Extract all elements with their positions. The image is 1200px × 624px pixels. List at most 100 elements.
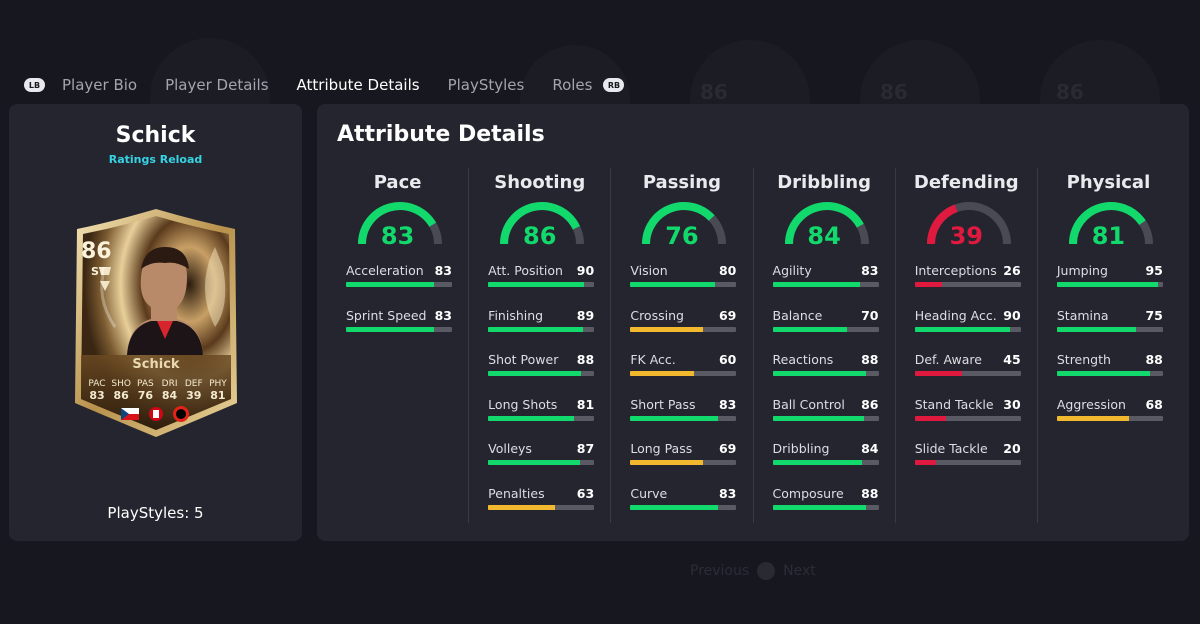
category-rating: 76 xyxy=(665,222,699,250)
stat-list: Interceptions 26 Heading Acc. 90 Def. Aware 4… xyxy=(914,263,1021,486)
stat-bar-fill xyxy=(914,282,943,287)
stat-bar xyxy=(914,415,1021,421)
stat-bar xyxy=(772,371,879,376)
rb-bumper-icon[interactable]: RB xyxy=(603,78,625,92)
stat-list: Acceleration 83 Sprint Speed 83 xyxy=(346,263,452,352)
category-rating: 86 xyxy=(523,222,557,250)
stat-bar-fill xyxy=(630,415,719,421)
stat-bar xyxy=(488,504,595,510)
category-title: Dribbling xyxy=(777,172,871,193)
stat-bar xyxy=(630,371,737,376)
stat-name: Heading Acc. xyxy=(914,307,997,323)
card-stat-value: 84 xyxy=(161,389,178,402)
stat-name: Att. Position xyxy=(488,263,563,278)
stat-list: Agility 83 Balance 70 Reactions 88 Ball Contro… xyxy=(772,263,879,530)
stat-name: Finishing xyxy=(488,307,544,323)
stat-value: 80 xyxy=(718,263,737,278)
stat-value: 60 xyxy=(718,352,737,367)
stat-bar-fill xyxy=(488,326,583,332)
stat-bar xyxy=(630,504,737,510)
card-stat-value: 39 xyxy=(186,389,202,402)
stat-name: Jumping xyxy=(1056,263,1108,278)
stat-value: 88 xyxy=(1145,352,1163,367)
stat-row-vision: Vision 80 xyxy=(630,263,737,308)
background-rating: 86 xyxy=(1056,80,1084,104)
card-stat-label: DRI xyxy=(161,379,178,389)
card-position: ST xyxy=(91,265,107,278)
stat-name: Long Shots xyxy=(488,396,558,412)
category-rating: 81 xyxy=(1091,222,1126,250)
stat-value: 81 xyxy=(576,396,595,412)
stat-bar xyxy=(772,282,879,287)
stat-bar xyxy=(630,460,737,465)
category-title: Defending xyxy=(913,172,1019,193)
card-stat-label: PAS xyxy=(137,379,154,389)
stat-value: 84 xyxy=(861,441,879,456)
stat-bar-fill xyxy=(772,460,862,465)
stat-list: Vision 80 Crossing 69 FK Acc. 60 Short Pass 83 L… xyxy=(630,263,737,530)
card-stats: PAC 83 SHO 86 PAS 76 DRI 84 DEF 39 PHY 81 xyxy=(85,379,230,402)
stat-row-stamina: Stamina 75 xyxy=(1056,308,1163,353)
category-defending: Defending 39 Interceptions 26 Heading Acc. 90… xyxy=(894,168,1037,523)
stat-bar xyxy=(346,326,452,332)
stat-bar xyxy=(346,282,452,287)
gauge-defending xyxy=(926,202,1011,245)
promo-label: Ratings Reload xyxy=(108,153,203,166)
stat-bar xyxy=(1056,371,1163,376)
card-stat-value: 81 xyxy=(210,389,226,402)
stat-bar xyxy=(630,282,737,287)
stat-bar-fill xyxy=(772,282,861,287)
stat-name: Stand Tackle xyxy=(914,396,994,412)
stat-list: Att. Position 90 Finishing 89 Shot Power 88 Lo… xyxy=(488,263,595,530)
tab-attribute-details[interactable]: Attribute Details xyxy=(296,76,420,94)
previous-label: Previous xyxy=(690,563,750,579)
tab-playstyles[interactable]: PlayStyles xyxy=(447,76,525,94)
stat-name: Curve xyxy=(630,485,668,501)
stat-value: 83 xyxy=(434,307,452,323)
stat-bar-fill xyxy=(772,326,847,332)
category-dribbling: Dribbling 84 Agility 83 Balance 70 Reactions 88… xyxy=(752,168,895,523)
lb-bumper-icon[interactable]: LB xyxy=(24,78,45,92)
tab-roles[interactable]: Roles xyxy=(552,76,593,94)
category-rating: 83 xyxy=(380,222,415,250)
stat-bar xyxy=(914,460,1021,465)
stat-bar xyxy=(630,326,737,332)
stat-bar xyxy=(1056,415,1163,421)
stat-bar-fill xyxy=(630,460,704,465)
stat-name: Vision xyxy=(630,263,668,278)
stat-value: 83 xyxy=(434,263,452,278)
background-pagination: Previous Next xyxy=(690,562,816,580)
card-stat-label: PAC xyxy=(88,379,106,389)
stat-value: 63 xyxy=(576,485,595,501)
stat-name: Agility xyxy=(772,263,812,278)
stat-bar xyxy=(488,371,595,376)
stat-row-reactions: Reactions 88 xyxy=(772,352,879,397)
stat-name: Reactions xyxy=(772,352,834,367)
stat-list: Jumping 95 Stamina 75 Strength 88 Aggression 68 xyxy=(1056,263,1163,441)
stat-bar-fill xyxy=(1056,326,1137,332)
stat-name: Volleys xyxy=(488,441,532,456)
category-title: Physical xyxy=(1066,172,1151,193)
tab-bar: LB Player Bio Player Details Attribute D… xyxy=(24,74,625,96)
stat-bar xyxy=(488,415,595,421)
stat-bar xyxy=(914,282,1021,287)
stat-bar-fill xyxy=(1056,415,1129,421)
gauge-dribbling xyxy=(784,202,869,245)
stat-bar-fill xyxy=(630,504,719,510)
background-rating: 86 xyxy=(880,80,908,104)
stat-name: Slide Tackle xyxy=(914,441,988,456)
stat-bar xyxy=(1056,326,1163,332)
card-stat-pas: PAS 76 xyxy=(133,379,157,402)
page-dot-icon xyxy=(757,562,776,580)
stat-value: 30 xyxy=(1003,396,1021,412)
card-stat-sho: SHO 86 xyxy=(109,379,133,402)
tab-player-details[interactable]: Player Details xyxy=(165,76,269,94)
gauge-physical xyxy=(1068,202,1153,245)
stat-bar-fill xyxy=(1056,371,1151,376)
stat-row-dribbling: Dribbling 84 xyxy=(772,441,879,486)
stat-name: Penalties xyxy=(488,485,545,501)
stat-value: 90 xyxy=(576,263,595,278)
stat-bar xyxy=(488,326,595,332)
tab-player-bio[interactable]: Player Bio xyxy=(62,76,138,94)
stat-row-volleys: Volleys 87 xyxy=(488,441,595,486)
